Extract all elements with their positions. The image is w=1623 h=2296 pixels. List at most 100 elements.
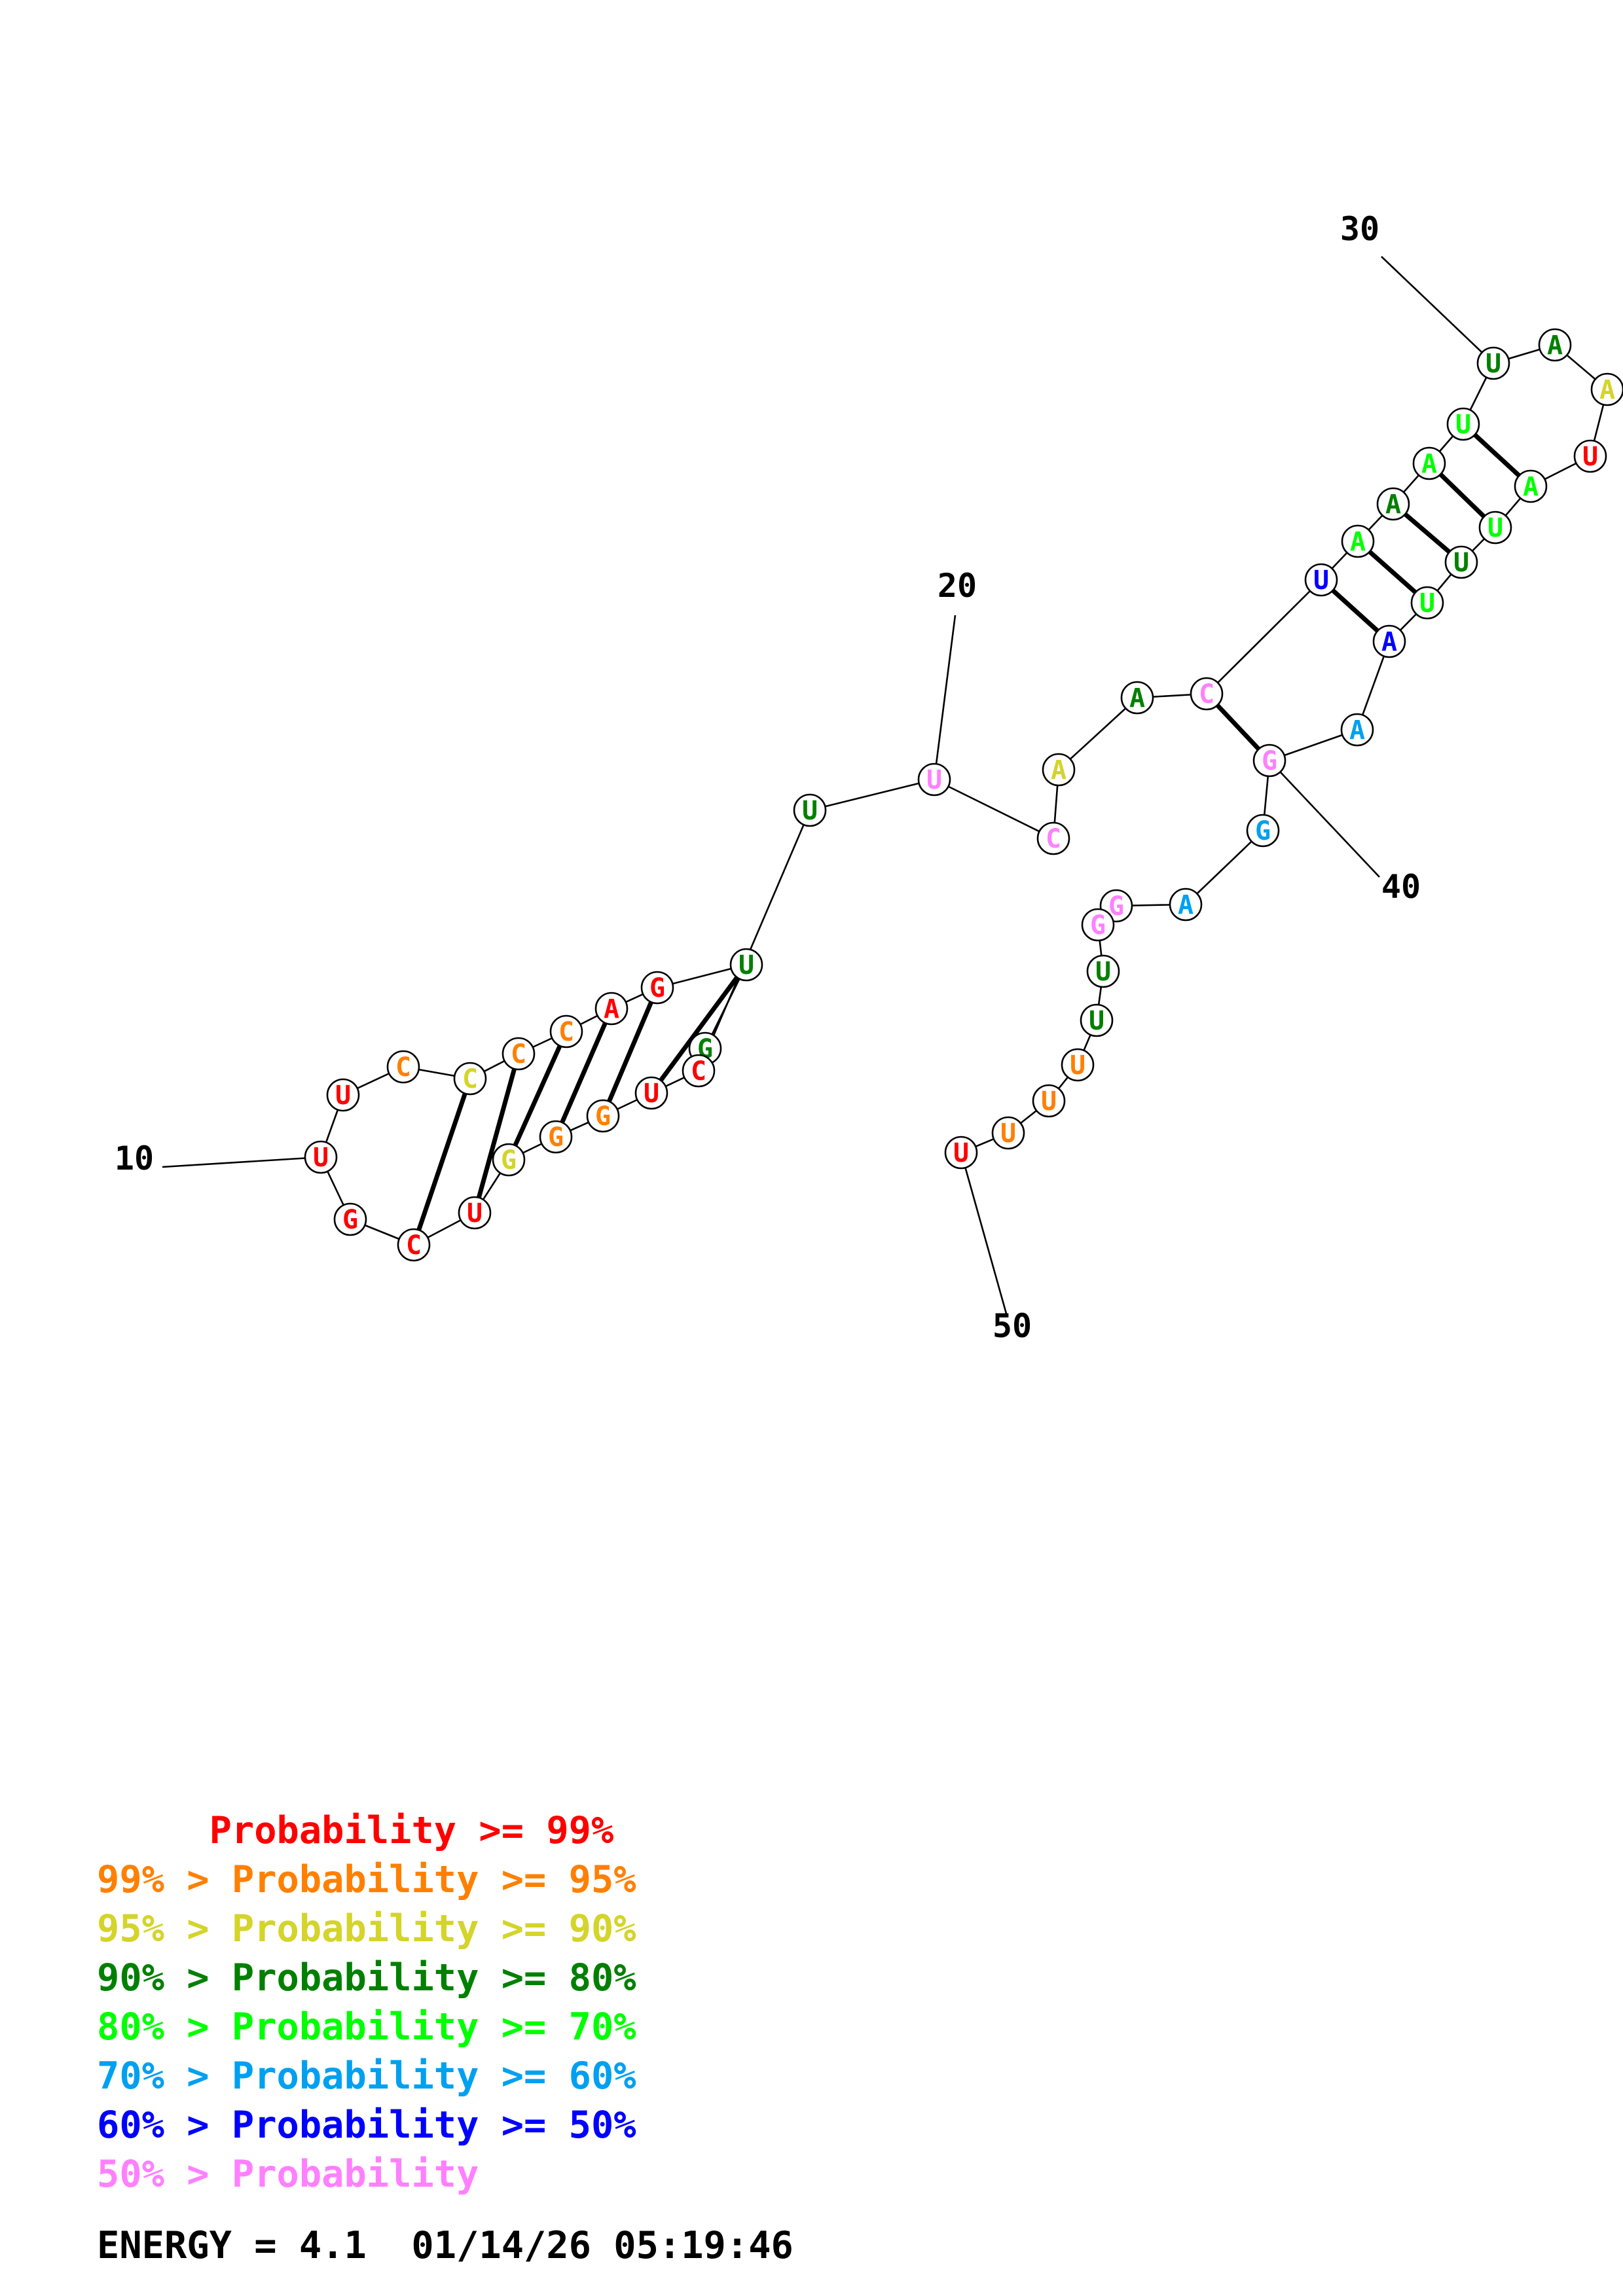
legend-row: Probability >= 99% bbox=[97, 1806, 636, 1856]
nucleotide-circle bbox=[594, 992, 629, 1026]
legend-row: 60% > Probability >= 50% bbox=[97, 2101, 636, 2150]
position-label: 30 bbox=[1340, 210, 1379, 248]
nucleotide-base: U bbox=[644, 1079, 659, 1109]
nucleotide-base: U bbox=[739, 950, 754, 980]
nucleotide-base: G bbox=[342, 1205, 358, 1235]
nucleotide-base: C bbox=[462, 1064, 478, 1094]
nucleotide-base: G bbox=[1262, 746, 1277, 776]
nucleotide-circle bbox=[1446, 407, 1480, 441]
position-tick-line bbox=[1269, 760, 1380, 878]
backbone-segment bbox=[1185, 830, 1264, 905]
nucleotide-base: U bbox=[1487, 513, 1503, 543]
nucleotide-circle bbox=[586, 1099, 620, 1133]
legend-prefix: 60% > bbox=[97, 2104, 232, 2147]
nucleotide-base: A bbox=[1523, 472, 1539, 502]
nucleotide-circle bbox=[1036, 821, 1070, 855]
position-label: 20 bbox=[938, 567, 977, 605]
nucleotide-base: A bbox=[1547, 331, 1563, 361]
legend-text: Probability >= 80% bbox=[231, 1956, 636, 2000]
nucleotide-base: C bbox=[395, 1052, 411, 1083]
nucleotide-base: A bbox=[1051, 755, 1067, 785]
energy-timestamp-line: ENERGY = 4.1 01/14/26 05:19:46 bbox=[97, 2224, 793, 2267]
nucleotide-base: C bbox=[1046, 824, 1061, 854]
nucleotide-circle bbox=[1444, 545, 1478, 579]
position-tick-line bbox=[1381, 256, 1494, 364]
probability-legend: Probability >= 99% 99% > Probability >= 9… bbox=[97, 1806, 636, 2199]
nucleotide-base: C bbox=[511, 1039, 526, 1069]
base-pair-bond bbox=[506, 1030, 569, 1161]
nucleotide-circle bbox=[539, 1120, 573, 1154]
nucleotide-base: A bbox=[604, 994, 619, 1024]
position-label: 10 bbox=[115, 1139, 154, 1177]
backbone-segment bbox=[1206, 579, 1322, 694]
nucleotide-base: U bbox=[1041, 1086, 1057, 1117]
backbone-segment bbox=[934, 778, 1054, 840]
legend-prefix: 50% > bbox=[97, 2153, 232, 2196]
nucleotide-circle bbox=[1590, 372, 1623, 406]
nucleotide-circle bbox=[1478, 511, 1512, 545]
nucleotide-base: G bbox=[595, 1102, 611, 1132]
nucleotide-circle bbox=[1304, 563, 1338, 597]
nucleotide-circle bbox=[397, 1228, 431, 1262]
nucleotide-circle bbox=[492, 1143, 526, 1177]
nucleotide-base: A bbox=[1381, 627, 1397, 657]
nucleotide-circle bbox=[1341, 524, 1375, 558]
nucleotide-base: C bbox=[1199, 679, 1214, 709]
nucleotide-base: U bbox=[1000, 1119, 1016, 1149]
nucleotide-circle bbox=[458, 1196, 492, 1230]
nucleotide-base: G bbox=[649, 973, 665, 1003]
legend-text: Probability >= 50% bbox=[231, 2104, 636, 2147]
nucleotide-base: U bbox=[1453, 548, 1469, 578]
nucleotide-circle bbox=[1412, 446, 1446, 480]
nucleotide-circle bbox=[1032, 1084, 1066, 1118]
backbone-layer bbox=[319, 344, 1609, 1246]
backbone-segment bbox=[697, 810, 811, 1071]
nucleotide-circle bbox=[944, 1136, 978, 1170]
nucleotide-circle bbox=[1410, 586, 1444, 620]
legend-text: Probability >= 70% bbox=[231, 2005, 636, 2049]
nucleotide-circle bbox=[333, 1202, 367, 1236]
nucleotide-circle bbox=[549, 1014, 583, 1049]
legend-row: 95% > Probability >= 90% bbox=[97, 1905, 636, 1954]
nucleotide-base: C bbox=[691, 1056, 706, 1086]
position-label: 40 bbox=[1381, 868, 1421, 906]
nucleotide-circle bbox=[1538, 328, 1572, 362]
nucleotide-base: U bbox=[802, 796, 818, 826]
nucleotide-base: G bbox=[501, 1145, 517, 1175]
nucleotide-base: C bbox=[558, 1017, 574, 1047]
nucleotide-circle bbox=[1042, 753, 1076, 787]
nucleotide-circle bbox=[1061, 1048, 1095, 1082]
nucleotide-circle bbox=[1476, 346, 1510, 380]
position-tick-layer: 10 20 30 40 50 bbox=[115, 210, 1494, 1345]
legend-text: Probability >= 60% bbox=[231, 2054, 636, 2098]
base-pair-bond bbox=[553, 1007, 614, 1138]
nucleotide-circle bbox=[1246, 814, 1280, 848]
nucleotide-base: U bbox=[1089, 1006, 1104, 1036]
nucleotide-base: U bbox=[1313, 565, 1329, 596]
legend-text: Probability >= 90% bbox=[231, 1907, 636, 1950]
nucleotide-circle bbox=[1376, 487, 1410, 521]
nucleotide-circle bbox=[501, 1037, 536, 1071]
nucleotide-base: U bbox=[1419, 588, 1435, 619]
nucleotide-circle bbox=[1169, 888, 1203, 922]
legend-prefix: 99% > bbox=[97, 1858, 232, 1901]
legend-text: Probability >= 99% bbox=[187, 1809, 614, 1852]
base-pair-bond bbox=[411, 1077, 473, 1246]
legend-row: 99% > Probability >= 95% bbox=[97, 1856, 636, 1905]
nucleotide-base: A bbox=[1385, 490, 1401, 520]
legend-row: 50% > Probability bbox=[97, 2150, 636, 2199]
nucleotide-base: U bbox=[1070, 1050, 1085, 1081]
nucleotide-base: U bbox=[1582, 442, 1598, 472]
nucleotide-circle bbox=[453, 1062, 487, 1096]
legend-prefix: 95% > bbox=[97, 1907, 232, 1950]
nucleotide-base: U bbox=[467, 1198, 483, 1229]
nucleotide-base: A bbox=[1129, 683, 1145, 713]
base-pair-bond bbox=[472, 1053, 521, 1213]
nucleotide-base: A bbox=[1349, 715, 1365, 745]
base-pair-bond bbox=[649, 963, 748, 1095]
nucleotide-circle bbox=[326, 1078, 360, 1112]
nucleotide-base: U bbox=[953, 1138, 969, 1168]
nucleotide-base: G bbox=[1090, 910, 1106, 941]
